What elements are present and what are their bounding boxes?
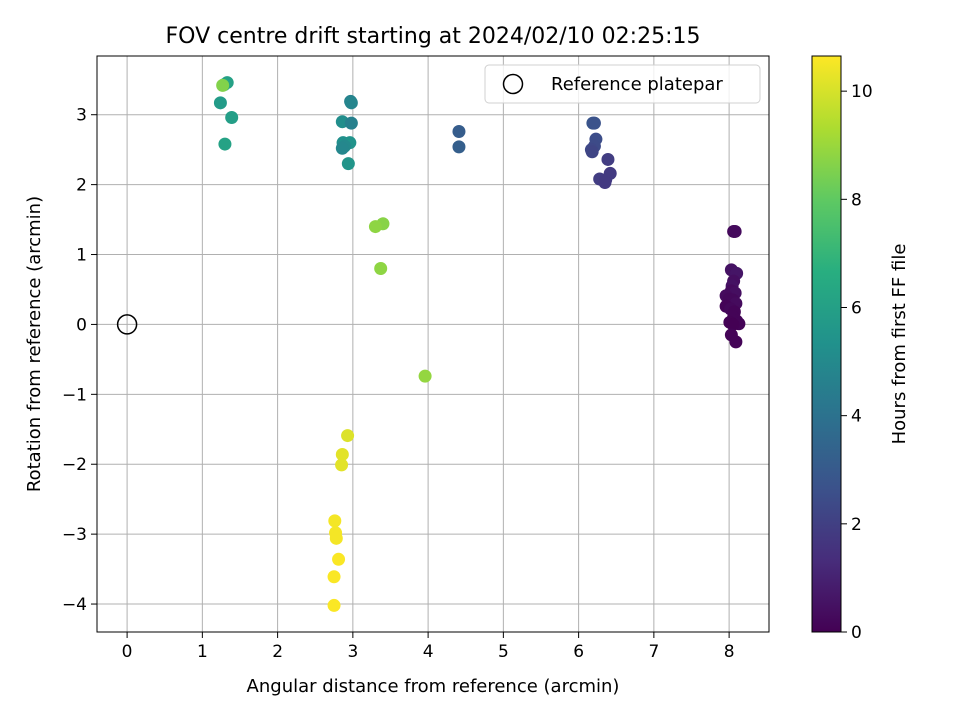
colorbar-label: Hours from first FF file [889,244,910,445]
x-tick-label: 8 [724,642,735,662]
y-tick-label: −2 [62,455,87,475]
data-point [225,111,239,125]
reference-layer [116,314,138,335]
y-tick-label: −4 [62,595,87,615]
colorbar-ticks: 0 2 4 6 8 10 [841,82,873,643]
data-point [335,447,349,461]
y-tick-label: 2 [76,176,87,196]
data-point [452,140,466,154]
colorbar-tick-label: 10 [851,82,873,102]
y-tick-label: 0 [76,315,87,335]
reference-platepar-marker [116,314,138,335]
y-tick-label: −3 [62,525,87,545]
chart-title: FOV centre drift starting at 2024/02/10 … [166,24,701,49]
data-point [726,317,740,331]
axis-ticks: 0 1 2 3 4 5 6 7 8 −4 −3 −2 −1 0 1 2 3 [62,106,735,662]
colorbar: 0 2 4 6 8 10 Hours from first FF file [811,55,910,643]
x-tick-label: 7 [648,642,659,662]
legend-entry-label: Reference platepar [551,74,723,95]
data-point [587,116,601,130]
x-tick-label: 6 [573,642,584,662]
data-point [418,369,432,383]
grid-lines [97,56,769,632]
data-point [344,96,358,110]
data-point [216,78,230,92]
legend-box [484,64,761,104]
y-tick-label: 3 [76,106,87,126]
data-point [218,137,232,151]
x-tick-label: 2 [272,642,283,662]
data-point [374,262,388,276]
data-point [335,458,349,472]
colorbar-tick-label: 0 [851,623,862,643]
data-point [327,570,341,584]
data-point [598,176,612,190]
data-point [452,124,466,138]
data-point [601,152,615,166]
legend: Reference platepar [484,64,761,104]
data-point [341,429,355,443]
x-tick-label: 3 [347,642,358,662]
y-axis-label: Rotation from reference (arcmin) [24,196,45,492]
data-point [335,141,349,155]
x-tick-label: 1 [197,642,208,662]
data-point [585,145,599,159]
y-tick-label: −1 [62,385,87,405]
x-tick-label: 0 [122,642,133,662]
plot-frame [96,55,770,633]
x-tick-label: 5 [498,642,509,662]
data-point [344,116,358,130]
data-point [332,552,346,566]
data-point [341,157,355,171]
data-point [729,335,743,349]
colorbar-tick-label: 8 [851,190,862,210]
data-point [328,514,342,528]
data-point [728,224,742,238]
data-point [329,531,343,545]
data-point [368,220,382,234]
y-tick-label: 1 [76,246,87,266]
data-point [213,96,227,110]
colorbar-tick-label: 6 [851,298,862,318]
colorbar-gradient [811,55,842,633]
data-point [327,598,341,612]
data-points [213,76,746,612]
colorbar-tick-label: 2 [851,515,862,535]
x-tick-label: 4 [423,642,434,662]
legend-marker-icon [502,73,524,95]
colorbar-tick-label: 4 [851,407,862,427]
x-axis-label: Angular distance from reference (arcmin) [247,676,620,697]
